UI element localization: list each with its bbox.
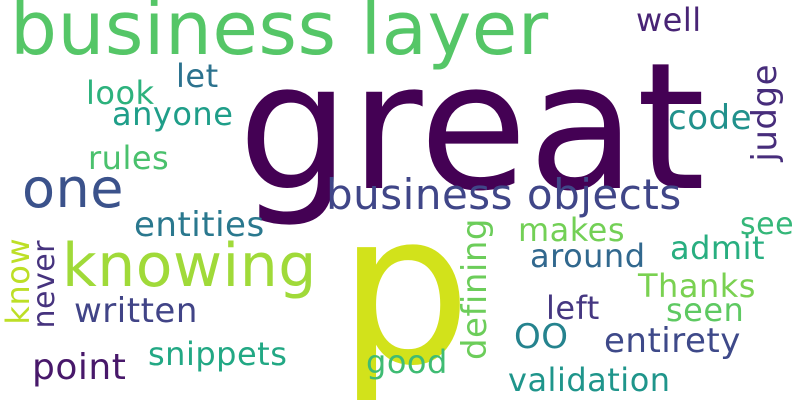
word-validation: validation: [508, 361, 671, 399]
word-rules: rules: [88, 139, 170, 177]
word-entirety: entirety: [604, 321, 741, 361]
word-p: p: [338, 167, 472, 400]
word-code: code: [668, 98, 752, 138]
word-oo: OO: [514, 317, 569, 357]
word-look: look: [86, 74, 155, 112]
word-see: see: [740, 207, 795, 242]
word-point: point: [32, 347, 127, 388]
word-anyone: anyone: [112, 95, 234, 133]
word-good: good: [366, 343, 448, 381]
word-defining: defining: [455, 218, 495, 361]
word-great: great: [238, 25, 706, 230]
word-knowing: knowing: [62, 231, 317, 301]
word-around: around: [530, 237, 646, 275]
word-business-layer: business layer: [10, 0, 549, 72]
word-seen: seen: [666, 291, 745, 329]
word-business-objects: business objects: [326, 170, 682, 219]
word-let: let: [176, 57, 219, 95]
word-makes: makes: [518, 211, 626, 249]
word-judge: judge: [745, 64, 785, 162]
word-thanks: Thanks: [638, 267, 756, 305]
word-one: one: [22, 157, 124, 220]
word-never: never: [27, 240, 62, 329]
word-snippets: snippets: [148, 335, 288, 373]
word-entities: entities: [134, 205, 265, 245]
word-admit: admit: [670, 229, 766, 267]
word-well: well: [636, 1, 702, 39]
word-written: written: [74, 291, 198, 331]
word-left: left: [546, 289, 600, 327]
